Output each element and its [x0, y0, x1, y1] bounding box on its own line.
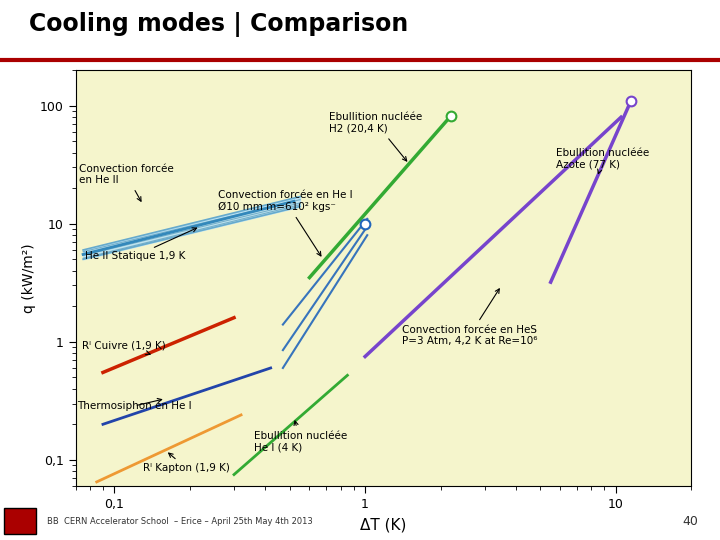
Text: 40: 40	[683, 515, 698, 528]
Text: Convection forcée
en He II: Convection forcée en He II	[78, 164, 174, 201]
Text: Ebullition nucléée
He I (4 K): Ebullition nucléée He I (4 K)	[254, 421, 347, 453]
Text: Ebullition nucléée
Azote (77 K): Ebullition nucléée Azote (77 K)	[557, 148, 649, 173]
Text: Convection forcée en He I
Ø10 mm m=610² kgs⁻: Convection forcée en He I Ø10 mm m=610² …	[218, 191, 353, 256]
Text: BB  CERN Accelerator School  – Erice – April 25th May 4th 2013: BB CERN Accelerator School – Erice – Apr…	[47, 517, 312, 525]
Text: Cooling modes | Comparison: Cooling modes | Comparison	[29, 12, 408, 37]
Text: Thermosiphon en He I: Thermosiphon en He I	[77, 399, 192, 411]
Text: He II Statique 1,9 K: He II Statique 1,9 K	[84, 228, 197, 261]
X-axis label: ΔT (K): ΔT (K)	[360, 518, 407, 533]
Text: Rᴵ Cuivre (1,9 K): Rᴵ Cuivre (1,9 K)	[81, 340, 166, 355]
Text: Convection forcée en HeS
P=3 Atm, 4,2 K at Re=10⁶: Convection forcée en HeS P=3 Atm, 4,2 K …	[402, 289, 537, 347]
Text: Rᴵ Kapton (1,9 K): Rᴵ Kapton (1,9 K)	[143, 453, 230, 473]
Y-axis label: q (kW/m²): q (kW/m²)	[22, 244, 36, 313]
FancyBboxPatch shape	[4, 508, 36, 535]
Text: Ebullition nucléée
H2 (20,4 K): Ebullition nucléée H2 (20,4 K)	[329, 112, 423, 161]
